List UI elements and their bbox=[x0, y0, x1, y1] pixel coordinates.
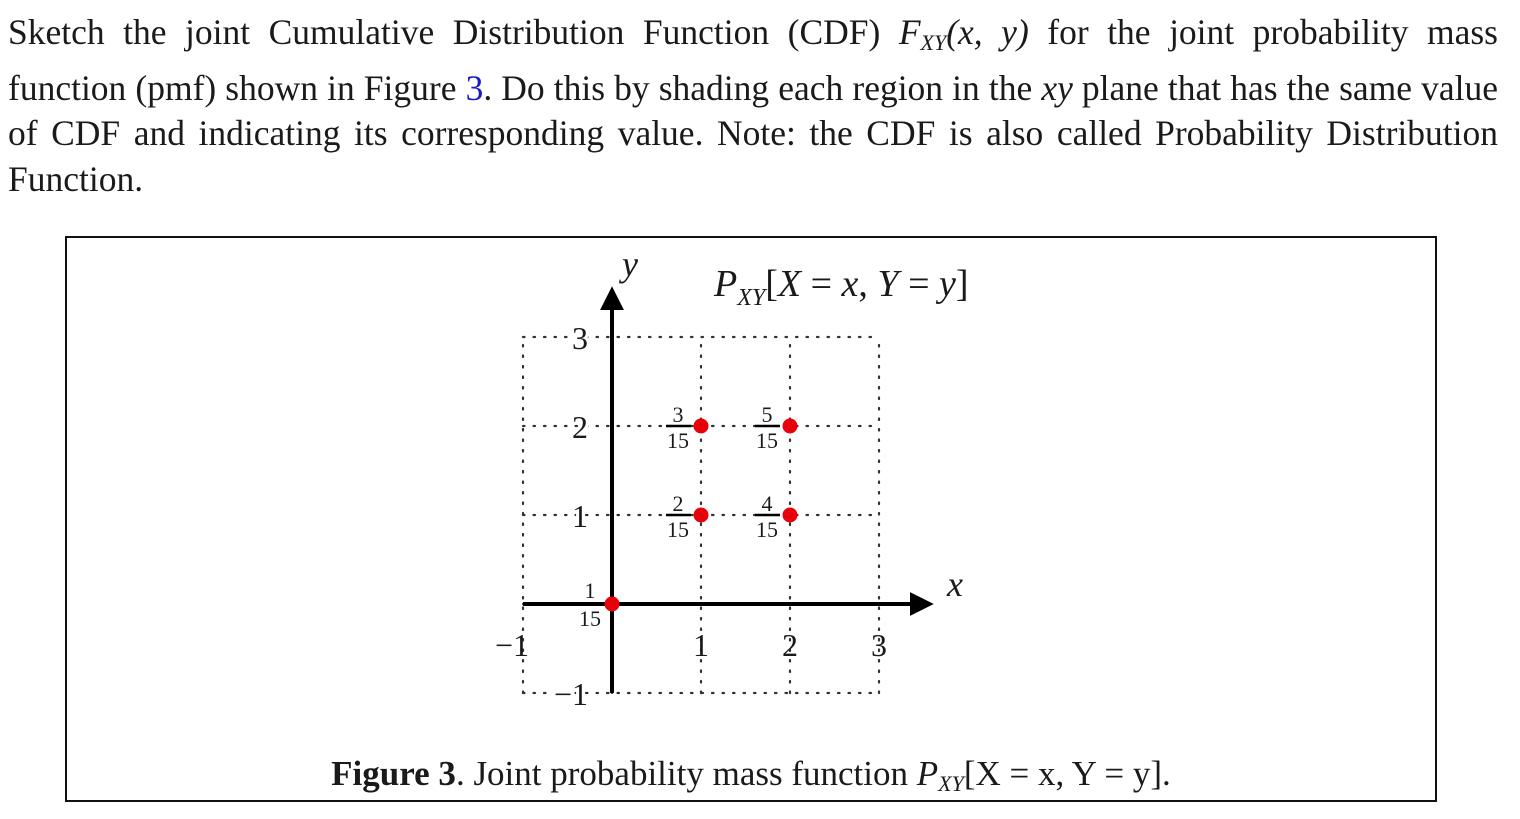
fraction-numerator: 2 bbox=[673, 491, 684, 516]
axes: xy bbox=[523, 244, 963, 693]
fraction-denominator: 15 bbox=[667, 517, 689, 542]
problem-text: Sketch the joint Cumulative Distribution… bbox=[8, 12, 899, 52]
cdf-args: (x, y) bbox=[946, 12, 1029, 52]
fraction-denominator: 15 bbox=[579, 606, 601, 631]
pmf-point bbox=[693, 418, 709, 434]
y-tick-label: 1 bbox=[572, 498, 588, 534]
fraction-numerator: 1 bbox=[585, 578, 596, 603]
fraction-denominator: 15 bbox=[667, 428, 689, 453]
caption-subscript: XY bbox=[938, 771, 964, 796]
problem-text: for the joint probability mass function … bbox=[8, 12, 1498, 108]
figure-caption: Figure 3. Joint probability mass functio… bbox=[67, 754, 1435, 797]
caption-func: P bbox=[916, 754, 939, 793]
fraction-numerator: 5 bbox=[762, 402, 773, 427]
plot-title: PXY[X = x, Y = y] bbox=[713, 263, 969, 311]
problem-text: . Do this by shading each region in the bbox=[483, 67, 1042, 108]
tick-labels: −1 1 2 3 −1 1 2 3 bbox=[495, 317, 887, 715]
fraction-numerator: 3 bbox=[673, 402, 684, 427]
pmf-point bbox=[693, 507, 709, 523]
x-tick-label: 1 bbox=[693, 627, 709, 663]
pmf-point bbox=[604, 596, 620, 612]
cdf-subscript: XY bbox=[920, 30, 947, 55]
plane-symbol: xy bbox=[1041, 67, 1073, 108]
pmf-point bbox=[782, 507, 798, 523]
y-tick-label: 2 bbox=[572, 409, 588, 445]
fraction-denominator: 15 bbox=[756, 517, 778, 542]
problem-text: plane that has the same value of CDF and… bbox=[8, 67, 1498, 199]
problem-statement: Sketch the joint Cumulative Distribution… bbox=[8, 10, 1498, 202]
figure-reference-link[interactable]: 3 bbox=[465, 67, 484, 108]
caption-args: [X = x, Y = y]. bbox=[963, 754, 1171, 793]
caption-text: . Joint probability mass function bbox=[455, 754, 917, 793]
cdf-symbol: F bbox=[898, 12, 921, 52]
y-tick-label: 3 bbox=[572, 320, 588, 356]
x-tick-label: −1 bbox=[495, 627, 529, 663]
pmf-point bbox=[782, 418, 798, 434]
x-tick-label: 3 bbox=[871, 627, 887, 663]
caption-label: Figure 3 bbox=[331, 754, 456, 793]
y-axis-label: y bbox=[619, 244, 638, 284]
fraction-denominator: 15 bbox=[756, 428, 778, 453]
y-tick-label: −1 bbox=[554, 676, 588, 712]
fraction-numerator: 4 bbox=[762, 491, 773, 516]
x-axis-label: x bbox=[946, 564, 963, 604]
x-tick-label: 2 bbox=[782, 627, 798, 663]
